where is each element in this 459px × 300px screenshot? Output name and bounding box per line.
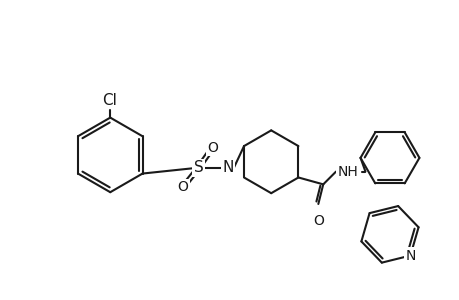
Text: O: O [207, 141, 217, 155]
Text: N: N [404, 249, 414, 262]
Text: S: S [193, 160, 203, 175]
Text: Cl: Cl [101, 93, 117, 108]
Text: O: O [177, 180, 188, 194]
Text: O: O [312, 214, 323, 228]
Text: NH: NH [336, 165, 358, 178]
Text: N: N [222, 160, 233, 175]
